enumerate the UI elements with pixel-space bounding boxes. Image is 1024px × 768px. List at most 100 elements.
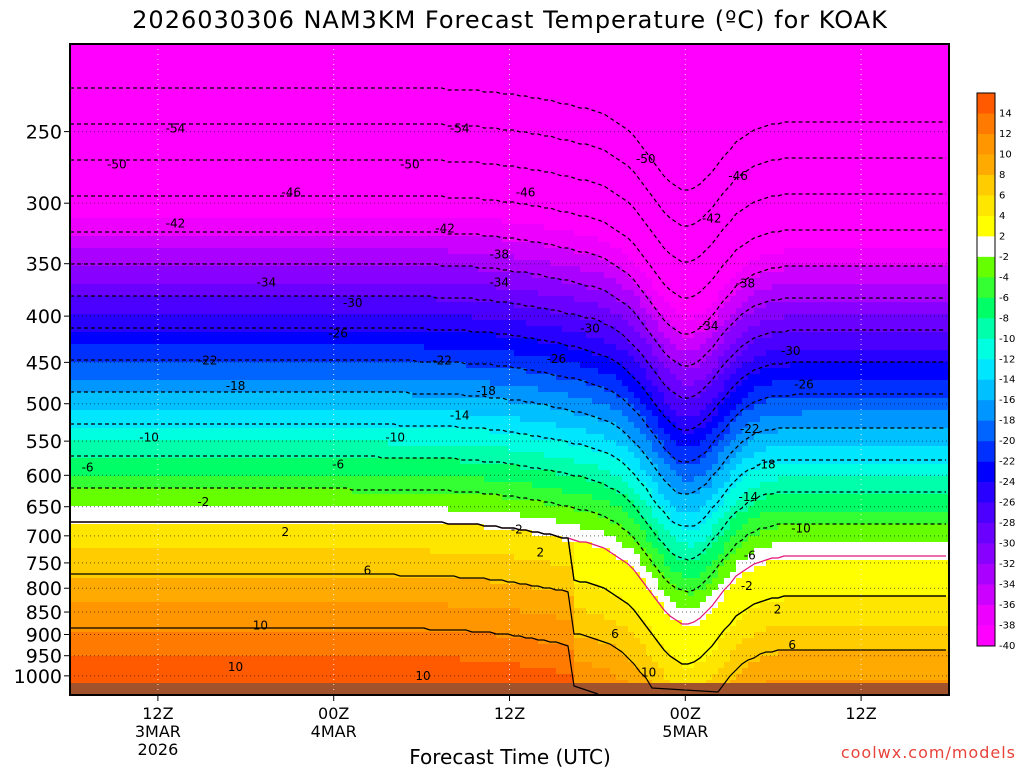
temperature-cell xyxy=(154,452,161,459)
temperature-cell xyxy=(130,92,137,99)
temperature-cell xyxy=(310,644,317,651)
temperature-cell xyxy=(166,290,173,297)
temperature-cell xyxy=(70,470,77,477)
temperature-cell xyxy=(226,506,233,513)
temperature-cell xyxy=(112,626,119,633)
temperature-cell xyxy=(310,548,317,555)
temperature-cell xyxy=(148,422,155,429)
temperature-cell xyxy=(106,152,113,159)
temperature-cell xyxy=(316,116,323,123)
temperature-cell xyxy=(256,530,263,537)
temperature-cell xyxy=(238,92,245,99)
temperature-cell xyxy=(232,380,239,387)
temperature-cell xyxy=(280,74,287,81)
temperature-cell xyxy=(256,302,263,309)
temperature-cell xyxy=(298,218,305,225)
temperature-cell xyxy=(232,524,239,531)
temperature-cell xyxy=(76,320,83,327)
temperature-cell xyxy=(130,80,137,87)
temperature-cell xyxy=(340,530,347,537)
temperature-cell xyxy=(112,206,119,213)
temperature-cell xyxy=(196,428,203,435)
temperature-cell xyxy=(166,164,173,171)
temperature-cell xyxy=(340,206,347,213)
temperature-cell xyxy=(160,644,167,651)
temperature-cell xyxy=(100,62,107,69)
temperature-cell xyxy=(268,506,275,513)
temperature-cell xyxy=(310,674,317,681)
temperature-cell xyxy=(112,320,119,327)
temperature-cell xyxy=(280,542,287,549)
temperature-cell xyxy=(256,662,263,669)
temperature-cell xyxy=(112,92,119,99)
temperature-cell xyxy=(268,458,275,465)
temperature-cell xyxy=(274,344,281,351)
temperature-cell xyxy=(280,98,287,105)
temperature-cell xyxy=(100,380,107,387)
temperature-cell xyxy=(322,266,329,273)
temperature-cell xyxy=(286,272,293,279)
chart-title: 2026030306 NAM3KM Forecast Temperature (… xyxy=(132,6,888,34)
temperature-cell xyxy=(316,470,323,477)
temperature-cell xyxy=(130,530,137,537)
temperature-cell xyxy=(88,398,95,405)
temperature-cell xyxy=(178,410,185,417)
temperature-cell xyxy=(136,50,143,57)
temperature-cell xyxy=(328,140,335,147)
temperature-cell xyxy=(136,518,143,525)
temperature-cell xyxy=(220,104,227,111)
temperature-cell xyxy=(322,194,329,201)
temperature-cell xyxy=(226,590,233,597)
temperature-cell xyxy=(286,602,293,609)
temperature-cell xyxy=(142,392,149,399)
temperature-cell xyxy=(280,650,287,657)
temperature-cell xyxy=(94,236,101,243)
temperature-cell xyxy=(280,572,287,579)
temperature-cell xyxy=(100,338,107,345)
temperature-cell xyxy=(244,302,251,309)
temperature-cell xyxy=(166,350,173,357)
temperature-cell xyxy=(202,362,209,369)
temperature-cell xyxy=(106,596,113,603)
temperature-cell xyxy=(328,278,335,285)
temperature-cell xyxy=(340,188,347,195)
temperature-cell xyxy=(262,548,269,555)
temperature-cell xyxy=(130,494,137,501)
temperature-cell xyxy=(316,554,323,561)
temperature-cell xyxy=(340,428,347,435)
temperature-cell xyxy=(262,98,269,105)
temperature-cell xyxy=(274,326,281,333)
temperature-cell xyxy=(262,74,269,81)
temperature-cell xyxy=(166,638,173,645)
temperature-cell xyxy=(148,404,155,411)
temperature-cell xyxy=(214,518,221,525)
temperature-cell xyxy=(328,602,335,609)
temperature-cell xyxy=(160,152,167,159)
temperature-cell xyxy=(244,536,251,543)
temperature-cell xyxy=(232,182,239,189)
temperature-cell xyxy=(256,440,263,447)
temperature-cell xyxy=(244,374,251,381)
temperature-cell xyxy=(124,578,131,585)
temperature-cell xyxy=(88,350,95,357)
temperature-cell xyxy=(250,572,257,579)
temperature-cell xyxy=(298,350,305,357)
temperature-cell xyxy=(202,578,209,585)
temperature-cell xyxy=(88,98,95,105)
temperature-cell xyxy=(190,404,197,411)
temperature-cell xyxy=(184,230,191,237)
temperature-cell xyxy=(88,638,95,645)
temperature-cell xyxy=(238,446,245,453)
temperature-cell xyxy=(190,524,197,531)
temperature-cell xyxy=(76,266,83,273)
temperature-cell xyxy=(256,110,263,117)
temperature-cell xyxy=(214,290,221,297)
temperature-cell xyxy=(172,104,179,111)
temperature-cell xyxy=(106,134,113,141)
temperature-cell xyxy=(172,356,179,363)
temperature-cell xyxy=(202,482,209,489)
temperature-cell xyxy=(148,98,155,105)
temperature-cell xyxy=(184,662,191,669)
temperature-cell xyxy=(328,554,335,561)
temperature-cell xyxy=(268,674,275,681)
